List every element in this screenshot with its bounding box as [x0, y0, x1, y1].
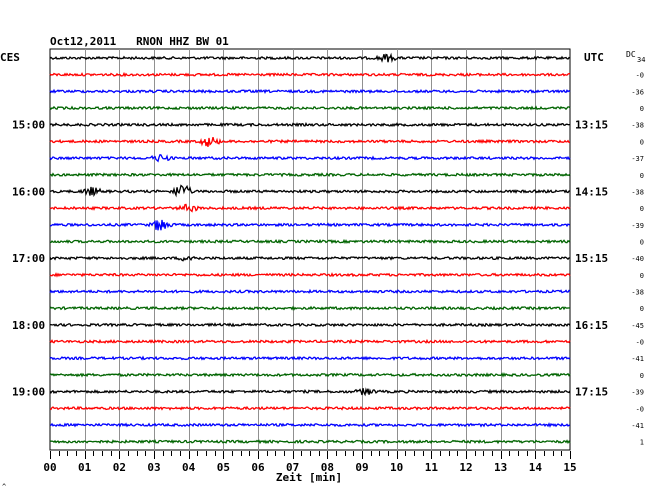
right-hour-label: 17:15 [575, 386, 608, 399]
left-hour-label: 15:00 [12, 119, 45, 132]
seismic-trace [49, 255, 571, 262]
dc-offset-value: -40 [631, 255, 644, 263]
x-tick-label: 12 [459, 461, 472, 474]
seismic-trace [49, 288, 571, 294]
dc-offset-value: -41 [631, 355, 644, 363]
dc-offset-value: -37 [631, 155, 644, 163]
seismic-trace [49, 272, 571, 278]
seismic-trace [49, 219, 570, 231]
dc-offset-value: 0 [640, 205, 644, 213]
dc-offset-value: -39 [631, 222, 644, 230]
dc-offset-value: -0 [636, 72, 644, 80]
dc-offset-value: 0 [640, 105, 644, 113]
dc-offset-labels: -0 -36 0 -38 0 -37 0 -38 0 -39 0 -40 0 -38 0 -45 -0 -41 0 -… [631, 72, 644, 447]
dc-offset-value: -45 [631, 322, 644, 330]
x-axis-label: Zeit [min] [276, 471, 342, 484]
x-tick-label: 15 [563, 461, 576, 474]
plot-grid [49, 48, 571, 451]
x-tick-label: 10 [390, 461, 403, 474]
seismic-trace [49, 105, 571, 111]
seismic-trace [49, 372, 571, 378]
x-tick-label: 08 [321, 461, 334, 474]
x-axis: 00 01 02 03 04 05 06 07 08 09 10 11 12 13 14 15 [43, 451, 577, 474]
left-hour-label: 16:00 [12, 185, 45, 198]
left-hour-label: 19:00 [12, 386, 45, 399]
dc-offset-value: 0 [640, 138, 644, 146]
seismic-trace [49, 172, 571, 178]
dc-offset-value: 0 [640, 238, 644, 246]
chart-title: Oct12,2011 RNON HHZ BW 01 [50, 35, 229, 48]
dc-offset-value: 0 [640, 172, 644, 180]
right-timezone-label: UTC [584, 51, 604, 64]
x-tick-label: 05 [217, 461, 230, 474]
x-tick-label: 03 [147, 461, 160, 474]
seismic-trace [49, 238, 571, 245]
seismic-trace [49, 184, 571, 198]
x-tick-label: 01 [78, 461, 92, 474]
right-hour-label: 16:15 [575, 319, 608, 332]
x-tick-label: 11 [425, 461, 439, 474]
seismic-trace [49, 154, 571, 163]
seismic-trace [49, 355, 571, 361]
x-tick-label: 09 [355, 461, 368, 474]
x-tick-label: 04 [182, 461, 196, 474]
x-tick-label: 07 [286, 461, 299, 474]
dc-offset-value: 0 [640, 272, 644, 280]
left-hour-label: 18:00 [12, 319, 45, 332]
seismic-trace [49, 305, 571, 311]
seismic-trace [49, 422, 571, 428]
footer-mark: ^ [2, 483, 6, 491]
x-tick-label: 06 [251, 461, 265, 474]
plot-frame [49, 48, 571, 451]
seismic-trace [49, 439, 571, 445]
dc-offset-value: -39 [631, 389, 644, 397]
dc-offset-value: 1 [640, 439, 644, 447]
seismic-trace [49, 88, 571, 95]
dc-header-value: 34 [637, 56, 645, 64]
dc-offset-value: 0 [640, 372, 644, 380]
hour-labels: 15:00 16:00 17:00 18:00 19:00 13:15 14:15 15:15… [12, 119, 608, 399]
left-timezone-label: CES [0, 51, 20, 64]
seismic-trace [49, 405, 571, 411]
left-hour-label: 17:00 [12, 252, 45, 265]
dc-offset-value: -0 [636, 405, 644, 413]
right-hour-label: 15:15 [575, 252, 608, 265]
seismic-trace [49, 52, 571, 64]
seismic-trace [49, 387, 571, 397]
x-tick-label: 02 [113, 461, 126, 474]
x-tick-label: 00 [43, 461, 56, 474]
dc-offset-value: 0 [640, 305, 644, 313]
seismic-trace [49, 122, 571, 128]
dc-offset-value: -36 [631, 88, 644, 96]
dc-offset-value: -38 [631, 188, 644, 196]
x-tick-label: 14 [529, 461, 543, 474]
dc-offset-value: -38 [631, 289, 644, 297]
dc-offset-value: -41 [631, 422, 644, 430]
seismic-trace [49, 338, 571, 345]
seismic-trace [49, 322, 571, 328]
dc-offset-value: -38 [631, 122, 644, 130]
seismic-trace [49, 137, 570, 147]
dc-header-label: DC [626, 50, 636, 59]
seismic-trace [49, 203, 571, 213]
right-hour-label: 13:15 [575, 119, 608, 132]
trace-group [49, 52, 571, 445]
seismic-trace [49, 71, 570, 78]
dc-offset-value: -0 [636, 339, 644, 347]
x-tick-label: 13 [494, 461, 507, 474]
right-hour-label: 14:15 [575, 185, 608, 198]
